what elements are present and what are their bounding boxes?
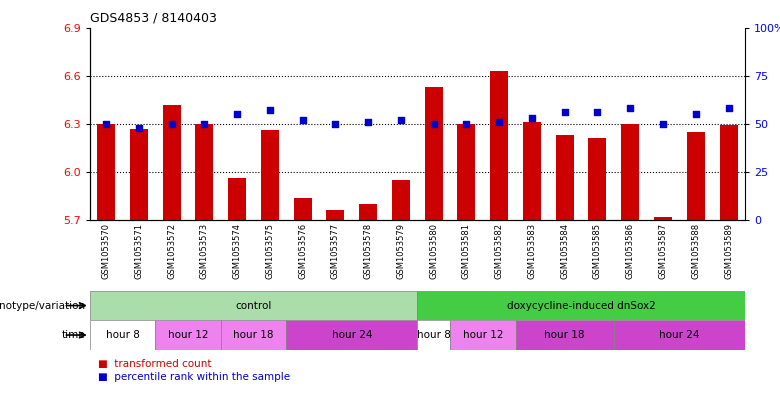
Point: [362, 119, 374, 125]
Text: control: control: [236, 301, 271, 310]
Point: [231, 111, 243, 117]
Point: [690, 111, 702, 117]
Text: doxycycline-induced dnSox2: doxycycline-induced dnSox2: [507, 301, 655, 310]
Bar: [162, 105, 181, 220]
Point: [460, 121, 473, 127]
Bar: [523, 122, 541, 220]
Text: genotype/variation: genotype/variation: [0, 301, 86, 310]
Point: [395, 117, 407, 123]
Bar: [654, 217, 672, 220]
Bar: [588, 138, 607, 220]
Bar: [490, 71, 509, 220]
Point: [657, 121, 669, 127]
Text: hour 8: hour 8: [105, 330, 140, 340]
Bar: [621, 124, 640, 220]
Point: [165, 121, 178, 127]
Point: [264, 107, 276, 114]
Bar: [90, 291, 417, 320]
Point: [624, 105, 636, 112]
Bar: [261, 130, 279, 220]
Bar: [293, 198, 312, 220]
Bar: [719, 125, 738, 220]
Bar: [90, 320, 155, 350]
Text: hour 18: hour 18: [233, 330, 274, 340]
Bar: [129, 129, 148, 220]
Bar: [614, 320, 745, 350]
Point: [329, 121, 342, 127]
Text: ■  percentile rank within the sample: ■ percentile rank within the sample: [98, 372, 289, 382]
Bar: [97, 124, 115, 220]
Point: [427, 121, 440, 127]
Text: hour 12: hour 12: [463, 330, 503, 340]
Point: [296, 117, 309, 123]
Bar: [450, 320, 516, 350]
Bar: [359, 204, 378, 220]
Point: [133, 125, 145, 131]
Bar: [155, 320, 221, 350]
Bar: [686, 132, 705, 220]
Bar: [195, 124, 214, 220]
Text: GDS4853 / 8140403: GDS4853 / 8140403: [90, 12, 217, 25]
Point: [198, 121, 211, 127]
Point: [100, 121, 112, 127]
Bar: [286, 320, 417, 350]
Point: [722, 105, 735, 112]
Bar: [457, 124, 476, 220]
Text: ■  transformed count: ■ transformed count: [98, 358, 211, 369]
Text: hour 12: hour 12: [168, 330, 208, 340]
Point: [526, 115, 538, 121]
Bar: [392, 180, 410, 220]
Text: hour 24: hour 24: [659, 330, 700, 340]
Bar: [228, 178, 246, 220]
Text: hour 18: hour 18: [544, 330, 585, 340]
Text: time: time: [62, 330, 86, 340]
Bar: [555, 135, 574, 220]
Bar: [424, 87, 443, 220]
Bar: [417, 320, 450, 350]
Bar: [417, 291, 745, 320]
Text: hour 8: hour 8: [417, 330, 451, 340]
Bar: [516, 320, 614, 350]
Point: [558, 109, 571, 116]
Point: [493, 119, 505, 125]
Point: [591, 109, 604, 116]
Text: hour 24: hour 24: [332, 330, 372, 340]
Bar: [221, 320, 286, 350]
Bar: [326, 211, 345, 220]
